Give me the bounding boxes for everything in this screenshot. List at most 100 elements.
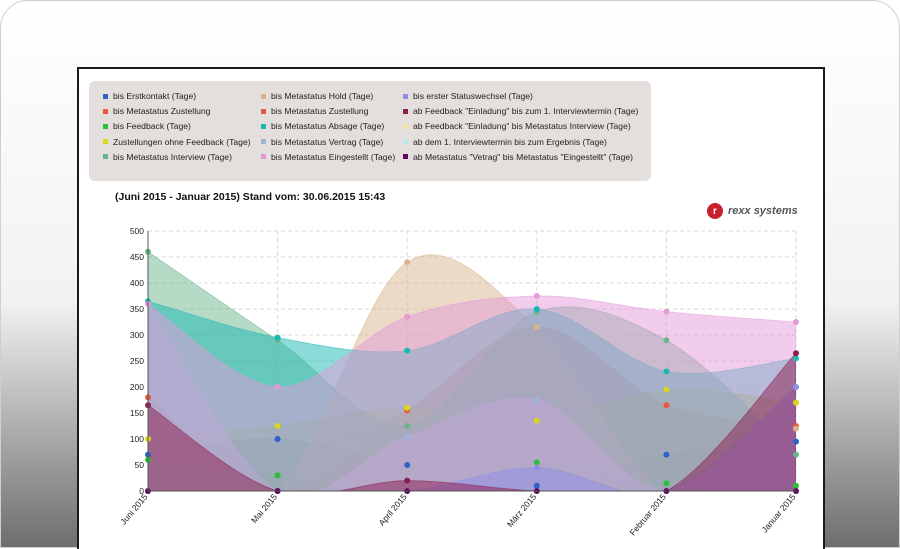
legend-swatch bbox=[261, 93, 266, 99]
data-point bbox=[404, 347, 411, 354]
report-subtitle: (Juni 2015 - Januar 2015) Stand vom: 30.… bbox=[115, 191, 386, 203]
legend-item[interactable]: bis Metastatus Interview (Tage) bbox=[103, 150, 232, 164]
legend-item[interactable]: bis Feedback (Tage) bbox=[103, 119, 191, 133]
data-point bbox=[274, 472, 281, 479]
data-point bbox=[663, 402, 670, 409]
data-point bbox=[533, 306, 540, 312]
data-point bbox=[663, 368, 670, 375]
legend-swatch bbox=[103, 154, 108, 160]
legend-item[interactable]: bis Metastatus Eingestellt (Tage) bbox=[261, 150, 395, 164]
data-point bbox=[404, 477, 411, 484]
data-point bbox=[533, 459, 540, 466]
legend-item[interactable]: bis Erstkontakt (Tage) bbox=[103, 89, 196, 103]
rexx-logo-icon: r bbox=[707, 203, 723, 219]
legend-label: ab Feedback "Einladung" bis zum 1. Inter… bbox=[413, 106, 639, 117]
legend-swatch bbox=[261, 108, 266, 114]
data-point bbox=[533, 397, 540, 403]
legend-label: bis Metastatus Absage (Tage) bbox=[271, 121, 385, 132]
legend-label: bis Feedback (Tage) bbox=[113, 121, 191, 132]
x-tick-label: März 2015 bbox=[505, 492, 539, 529]
legend-label: bis Metastatus Hold (Tage) bbox=[271, 91, 374, 101]
data-point bbox=[274, 436, 281, 442]
x-tick-label: April 2015 bbox=[376, 492, 408, 528]
legend-label: ab Metastatus "Vetrag" bis Metastatus "E… bbox=[413, 151, 633, 162]
y-tick-label: 400 bbox=[130, 278, 144, 288]
legend-item[interactable]: Zustellungen ohne Feedback (Tage) bbox=[103, 135, 251, 149]
legend-item[interactable]: ab Feedback "Einladung" bis zum 1. Inter… bbox=[403, 104, 638, 118]
series-area bbox=[148, 295, 796, 491]
legend-swatch bbox=[103, 123, 108, 129]
data-point bbox=[274, 423, 281, 429]
legend-swatch bbox=[403, 154, 408, 160]
y-tick-label: 350 bbox=[130, 304, 144, 314]
x-tick-label: Mai 2015 bbox=[249, 492, 279, 525]
legend-label: bis erster Statuswechsel (Tage) bbox=[413, 91, 533, 101]
data-point bbox=[404, 259, 411, 266]
legend-item[interactable]: ab dem 1. Interviewtermin bis zum Ergebn… bbox=[403, 135, 607, 149]
legend-swatch bbox=[261, 123, 266, 129]
y-tick-label: 250 bbox=[130, 356, 144, 366]
series-area bbox=[148, 352, 796, 491]
data-point bbox=[274, 384, 281, 390]
data-point bbox=[793, 425, 799, 432]
legend-label: ab Feedback "Einladung" bis Metastatus I… bbox=[413, 121, 631, 132]
legend-swatch bbox=[403, 93, 408, 99]
data-point bbox=[793, 438, 799, 445]
data-point bbox=[274, 334, 281, 341]
legend-item[interactable]: bis Metastatus Hold (Tage) bbox=[261, 89, 373, 103]
legend-label: bis Metastatus Zustellung bbox=[113, 106, 211, 117]
y-tick-label: 500 bbox=[130, 226, 144, 236]
y-tick-label: 150 bbox=[130, 408, 144, 418]
legend-label: bis Erstkontakt (Tage) bbox=[113, 91, 197, 101]
legend-swatch bbox=[103, 108, 108, 114]
data-point bbox=[793, 350, 799, 357]
legend-swatch bbox=[103, 139, 108, 145]
legend-swatch bbox=[261, 154, 266, 160]
data-point bbox=[663, 451, 670, 458]
data-point bbox=[663, 337, 670, 344]
legend-label: bis Metastatus Zustellung bbox=[271, 106, 369, 117]
data-point bbox=[793, 355, 799, 362]
data-point bbox=[793, 482, 799, 489]
data-point bbox=[404, 423, 411, 429]
data-point bbox=[533, 464, 540, 471]
legend-swatch bbox=[403, 139, 408, 145]
x-tick-label: Februar 2015 bbox=[627, 492, 668, 538]
legend-item[interactable]: bis Metastatus Zustellung bbox=[261, 104, 368, 118]
data-point bbox=[793, 451, 799, 458]
legend-label: bis Metastatus Vertrag (Tage) bbox=[271, 136, 384, 147]
legend-label: bis Metastatus Interview (Tage) bbox=[113, 151, 232, 162]
legend-item[interactable]: bis Metastatus Zustellung bbox=[103, 104, 210, 118]
brand-name: rexx systems bbox=[728, 205, 798, 217]
x-tick-label: Januar 2015 bbox=[759, 492, 797, 535]
x-tick-label: Juni 2015 bbox=[118, 492, 150, 527]
data-point bbox=[533, 417, 540, 424]
data-point bbox=[793, 319, 799, 325]
data-point bbox=[533, 482, 540, 489]
legend-label: bis Metastatus Eingestellt (Tage) bbox=[271, 151, 396, 162]
legend-item[interactable]: bis Metastatus Vertrag (Tage) bbox=[261, 135, 383, 149]
data-point bbox=[663, 308, 670, 315]
brand-logo: r rexx systems bbox=[707, 203, 798, 219]
data-point bbox=[793, 399, 799, 406]
legend-item[interactable]: bis erster Statuswechsel (Tage) bbox=[403, 89, 533, 103]
chart-legend: bis Erstkontakt (Tage) bis Metastatus Zus… bbox=[89, 81, 651, 181]
legend-swatch bbox=[403, 123, 408, 129]
data-point bbox=[404, 462, 411, 468]
data-point bbox=[533, 324, 540, 331]
y-tick-label: 450 bbox=[130, 252, 144, 262]
data-point bbox=[404, 433, 411, 440]
legend-label: ab dem 1. Interviewtermin bis zum Ergebn… bbox=[413, 136, 607, 147]
legend-item[interactable]: bis Metastatus Absage (Tage) bbox=[261, 119, 384, 133]
series-areas bbox=[148, 251, 796, 491]
data-point bbox=[793, 384, 799, 390]
legend-swatch bbox=[103, 93, 108, 99]
legend-swatch bbox=[261, 139, 266, 145]
data-point bbox=[533, 293, 540, 299]
data-point bbox=[663, 386, 670, 393]
legend-item[interactable]: ab Feedback "Einladung" bis Metastatus I… bbox=[403, 119, 631, 133]
y-tick-label: 200 bbox=[130, 382, 144, 392]
legend-label: Zustellungen ohne Feedback (Tage) bbox=[113, 136, 251, 147]
legend-item[interactable]: ab Metastatus "Vetrag" bis Metastatus "E… bbox=[403, 150, 633, 164]
